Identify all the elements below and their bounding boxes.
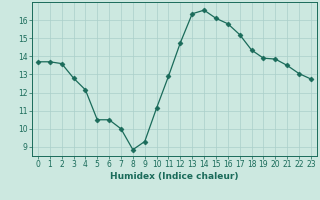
X-axis label: Humidex (Indice chaleur): Humidex (Indice chaleur) — [110, 172, 239, 181]
